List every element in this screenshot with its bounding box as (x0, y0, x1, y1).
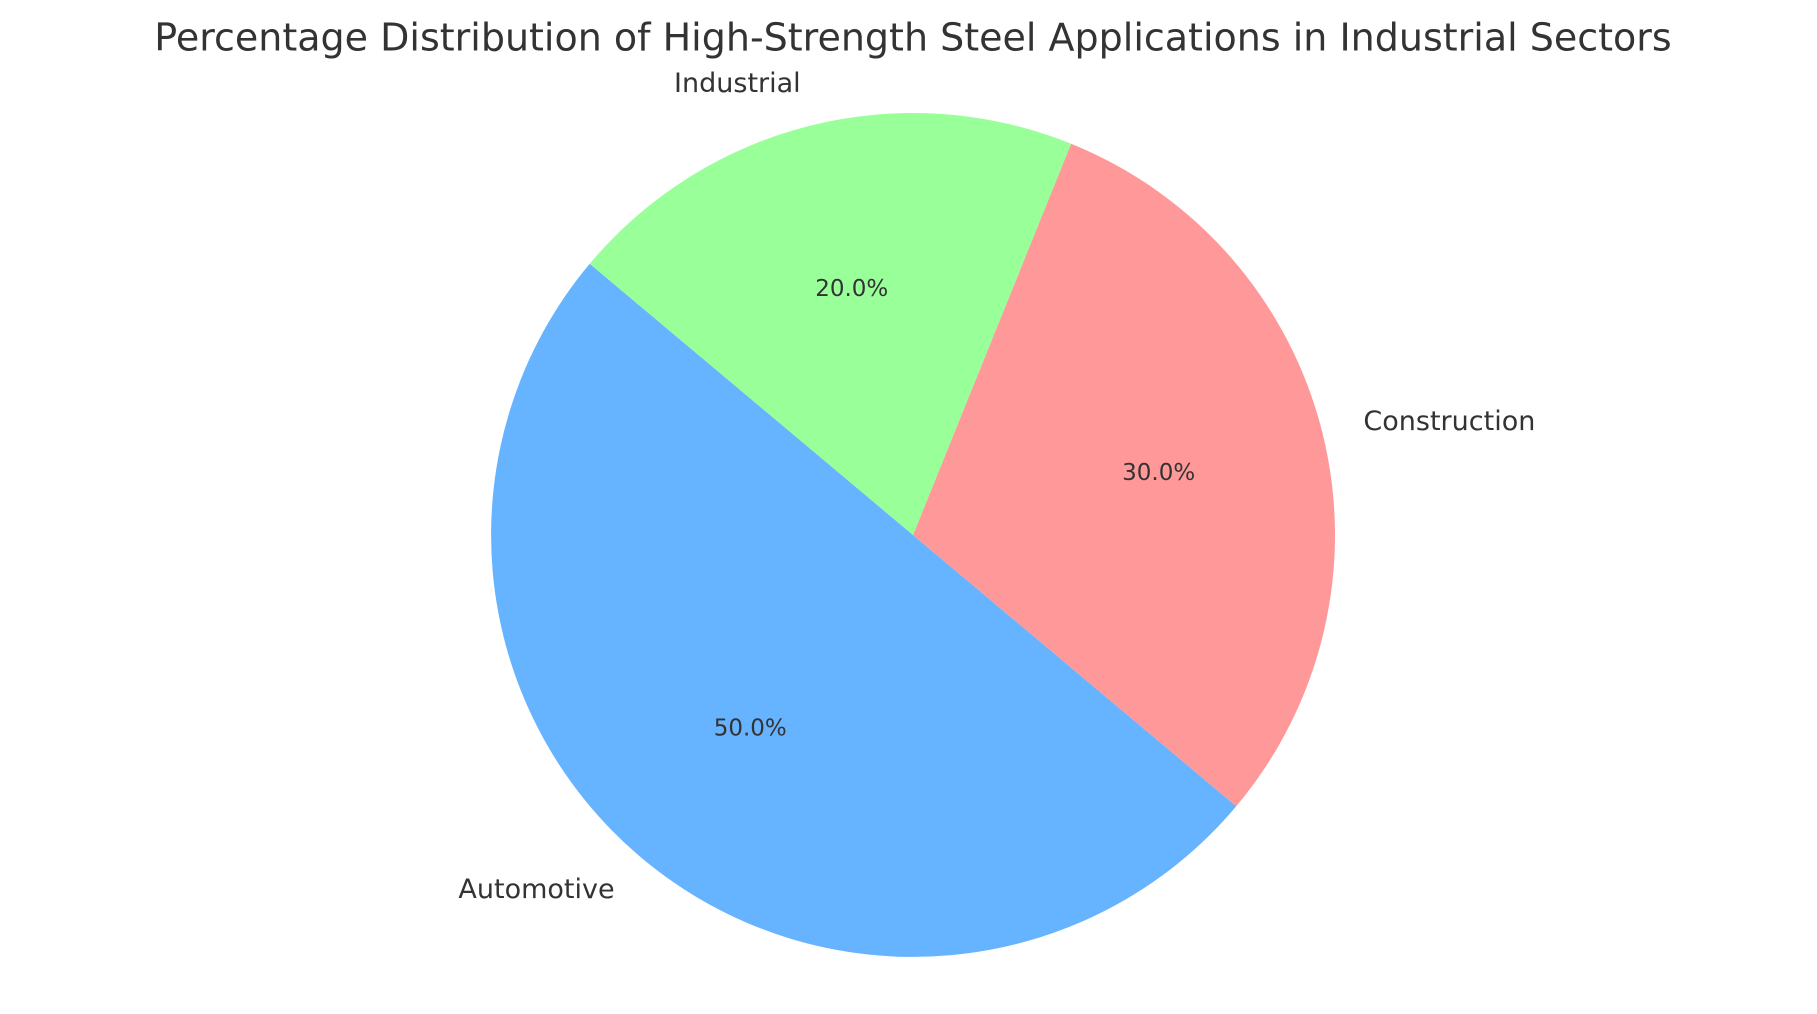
value-label: 30.0% (1122, 460, 1195, 486)
slice-label: Construction (1363, 406, 1535, 437)
pie-slice (913, 143, 1335, 807)
value-label: 20.0% (815, 276, 888, 302)
value-label: 50.0% (714, 715, 787, 741)
slice-label: Automotive (458, 874, 614, 905)
chart-title: Percentage Distribution of High-Strength… (154, 16, 1671, 60)
slice-label: Industrial (674, 68, 801, 99)
pie-slice (589, 112, 1072, 536)
pie-slice (491, 263, 1237, 957)
